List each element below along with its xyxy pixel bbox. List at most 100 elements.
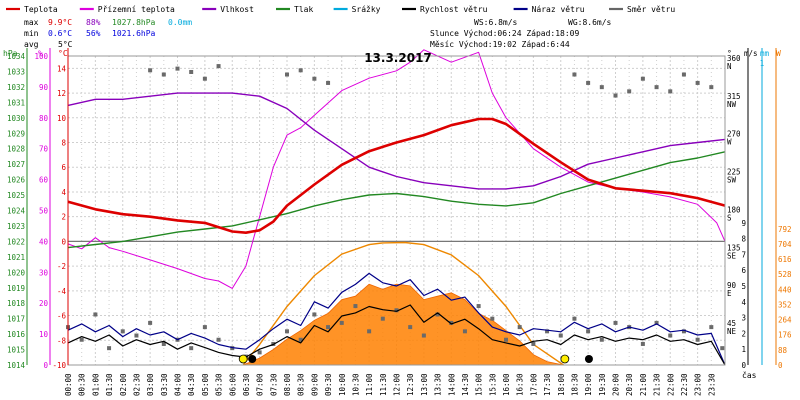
watt-tick-label: 704 (778, 240, 792, 249)
percent-tick-label: 90 (39, 83, 49, 92)
wind-direction-point (668, 333, 673, 338)
mm-axis-top-value: 1 (760, 59, 765, 68)
wind-direction-point (586, 80, 591, 85)
legend-entry: Teplota (24, 5, 58, 14)
wind-direction-point (586, 329, 591, 334)
wind-direction-point (421, 333, 426, 338)
direction-tick-name: W (727, 138, 732, 147)
series-layer (66, 49, 726, 366)
direction-tick-value: 90 (727, 281, 737, 290)
series-line-teplota (67, 117, 726, 234)
direction-tick-name: NW (727, 100, 737, 109)
x-tick-label: 02:30 (132, 373, 141, 396)
celsius-tick-label: 8 (61, 139, 66, 148)
wind-direction-point (668, 89, 673, 94)
x-tick-label: 09:00 (310, 373, 319, 396)
ms-tick-label: 5 (741, 282, 746, 291)
wind-direction-point (531, 341, 536, 346)
wind-direction-point (312, 76, 317, 81)
wind-direction-point (298, 337, 303, 342)
x-tick-label: 15:30 (488, 373, 497, 396)
text-layer: 1014101510161017101810191020102110221023… (3, 5, 792, 396)
info-wg: WG:8.6m/s (568, 18, 612, 27)
hpa-tick-label: 1030 (7, 114, 26, 123)
legend-entry: Tlak (294, 5, 313, 14)
stats-avg-label: avg (24, 40, 39, 49)
x-tick-label: 00:00 (64, 373, 73, 396)
wind-direction-point (449, 320, 454, 325)
direction-tick-value: 270 (727, 130, 741, 139)
x-tick-label: 15:00 (475, 373, 484, 396)
wind-direction-point (298, 68, 303, 73)
wind-direction-point (709, 85, 714, 90)
wind-direction-point (640, 76, 645, 81)
watt-tick-label: 616 (778, 255, 792, 264)
x-tick-label: 11:30 (379, 373, 388, 396)
direction-tick-value: 135 (727, 243, 741, 252)
hpa-tick-label: 1020 (7, 268, 26, 277)
x-tick-label: 11:00 (365, 373, 374, 396)
legend-entry: Náraz větru (532, 5, 585, 14)
watt-tick-label: 528 (778, 270, 792, 279)
wind-direction-point (695, 80, 700, 85)
x-tick-label: 14:30 (461, 373, 470, 396)
ms-tick-label: 2 (741, 329, 746, 338)
hpa-tick-label: 1025 (7, 191, 25, 200)
x-tick-label: 13:30 (434, 373, 443, 396)
hpa-tick-label: 1014 (7, 361, 26, 370)
hpa-tick-label: 1028 (7, 145, 26, 154)
stats-min-label: min (24, 29, 39, 38)
stats-min-hum: 56% (86, 29, 101, 38)
celsius-tick-label: 6 (61, 163, 66, 172)
direction-tick-value: 315 (727, 92, 741, 101)
celsius-tick-label: 12 (57, 89, 66, 98)
axes-layer (26, 48, 777, 366)
legend-entry: Srážky (352, 5, 381, 14)
hpa-tick-label: 1023 (7, 222, 25, 231)
celsius-tick-label: 0 (61, 237, 66, 246)
x-tick-label: 17:30 (543, 373, 552, 396)
percent-tick-label: 40 (39, 237, 49, 246)
wind-direction-point (435, 312, 440, 317)
wind-direction-point (394, 308, 399, 313)
hpa-tick-label: 1026 (7, 176, 26, 185)
stats-max-hum: 88% (86, 18, 101, 27)
wind-direction-point (654, 320, 659, 325)
direction-axis-label: ° (727, 49, 732, 58)
mm-axis-label: mm (760, 49, 770, 58)
wind-direction-point (572, 316, 577, 321)
wind-direction-point (462, 329, 467, 334)
ms-tick-label: 8 (741, 235, 746, 244)
celsius-axis-label: °C (58, 49, 68, 58)
x-tick-label: 16:30 (516, 373, 525, 396)
ms-axis-label: m/s (744, 49, 758, 58)
direction-tick-value: 225 (727, 168, 741, 177)
x-tick-label: 00:30 (78, 373, 87, 396)
hpa-tick-label: 1031 (7, 98, 25, 107)
x-tick-label: 01:30 (105, 373, 114, 396)
x-tick-label: 10:30 (351, 373, 360, 396)
celsius-tick-label: -2 (57, 262, 66, 271)
watt-tick-label: 264 (778, 316, 792, 325)
legend-entry: Směr větru (627, 5, 675, 14)
theoretical-radiation-line (242, 241, 564, 366)
legend-entry: Přízemní teplota (98, 5, 175, 14)
x-tick-label: 09:30 (324, 373, 333, 396)
wind-direction-point (476, 304, 481, 309)
ms-tick-label: 0 (741, 361, 746, 370)
percent-tick-label: 60 (39, 176, 49, 185)
hpa-tick-label: 1016 (7, 330, 26, 339)
x-tick-label: 08:30 (297, 373, 306, 396)
celsius-tick-label: -6 (57, 312, 67, 321)
ms-tick-label: 3 (741, 314, 746, 323)
ms-tick-label: 7 (741, 250, 746, 259)
hpa-tick-label: 1033 (7, 67, 25, 76)
wind-direction-point (312, 312, 317, 317)
hpa-tick-label: 1018 (7, 299, 26, 308)
wind-direction-point (202, 76, 207, 81)
percent-tick-label: 80 (39, 114, 49, 123)
x-tick-label: 02:00 (119, 373, 128, 396)
x-tick-label: 17:00 (529, 373, 538, 396)
wind-direction-point (709, 325, 714, 330)
wind-direction-point (257, 350, 262, 355)
